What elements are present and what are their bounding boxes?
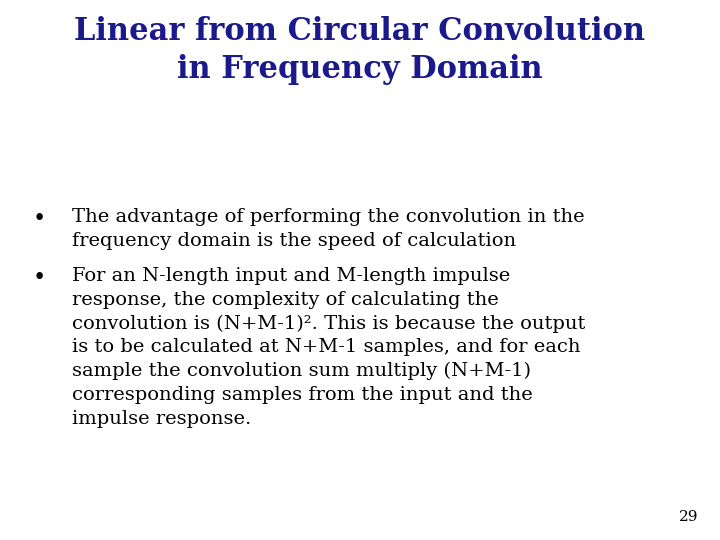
- Text: •: •: [33, 267, 46, 289]
- Text: Linear from Circular Convolution
in Frequency Domain: Linear from Circular Convolution in Freq…: [74, 16, 646, 85]
- Text: The advantage of performing the convolution in the
frequency domain is the speed: The advantage of performing the convolut…: [72, 208, 585, 249]
- Text: •: •: [33, 208, 46, 230]
- Text: For an N-length input and M-length impulse
response, the complexity of calculati: For an N-length input and M-length impul…: [72, 267, 585, 428]
- Text: 29: 29: [679, 510, 698, 524]
